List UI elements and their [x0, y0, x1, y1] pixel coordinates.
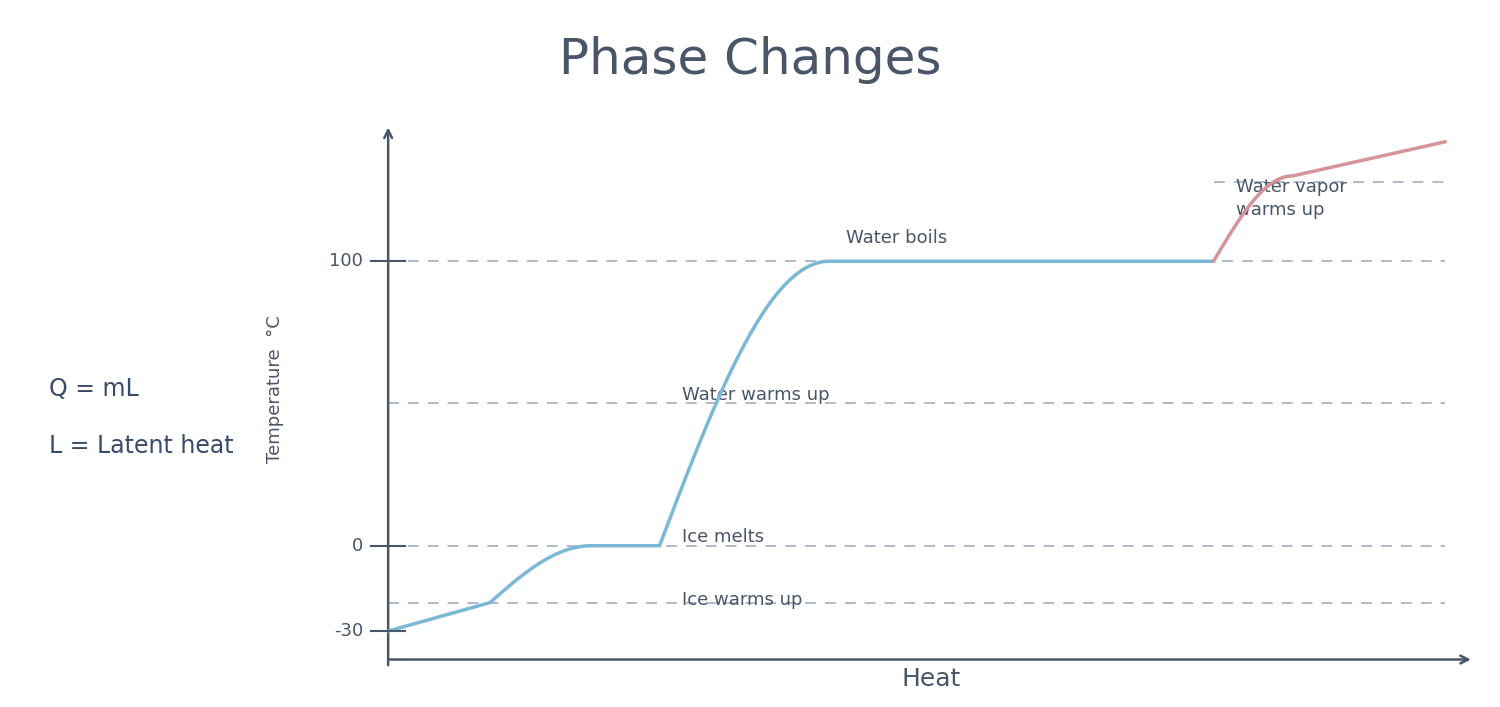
- Text: -30: -30: [334, 622, 363, 640]
- Text: L = Latent heat: L = Latent heat: [50, 434, 234, 458]
- Text: Water boils: Water boils: [846, 230, 948, 247]
- Text: Water warms up: Water warms up: [682, 386, 830, 404]
- Text: Temperature  °C: Temperature °C: [266, 315, 284, 463]
- Text: Q = mL: Q = mL: [50, 378, 138, 402]
- Text: Ice melts: Ice melts: [682, 528, 765, 547]
- Text: Ice warms up: Ice warms up: [682, 591, 802, 609]
- Text: 0: 0: [352, 537, 363, 555]
- Text: Water vapor
warms up: Water vapor warms up: [1236, 178, 1347, 219]
- Title: Phase Changes: Phase Changes: [558, 36, 942, 84]
- Text: 100: 100: [330, 252, 363, 270]
- Text: Heat: Heat: [902, 667, 960, 691]
